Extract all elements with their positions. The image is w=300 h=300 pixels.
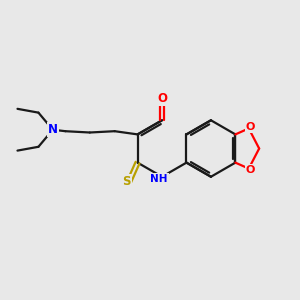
Text: O: O (246, 122, 255, 132)
Text: NH: NH (150, 174, 168, 184)
Text: O: O (157, 92, 167, 105)
Text: O: O (246, 165, 255, 175)
Text: N: N (48, 123, 58, 136)
Text: S: S (122, 176, 131, 188)
